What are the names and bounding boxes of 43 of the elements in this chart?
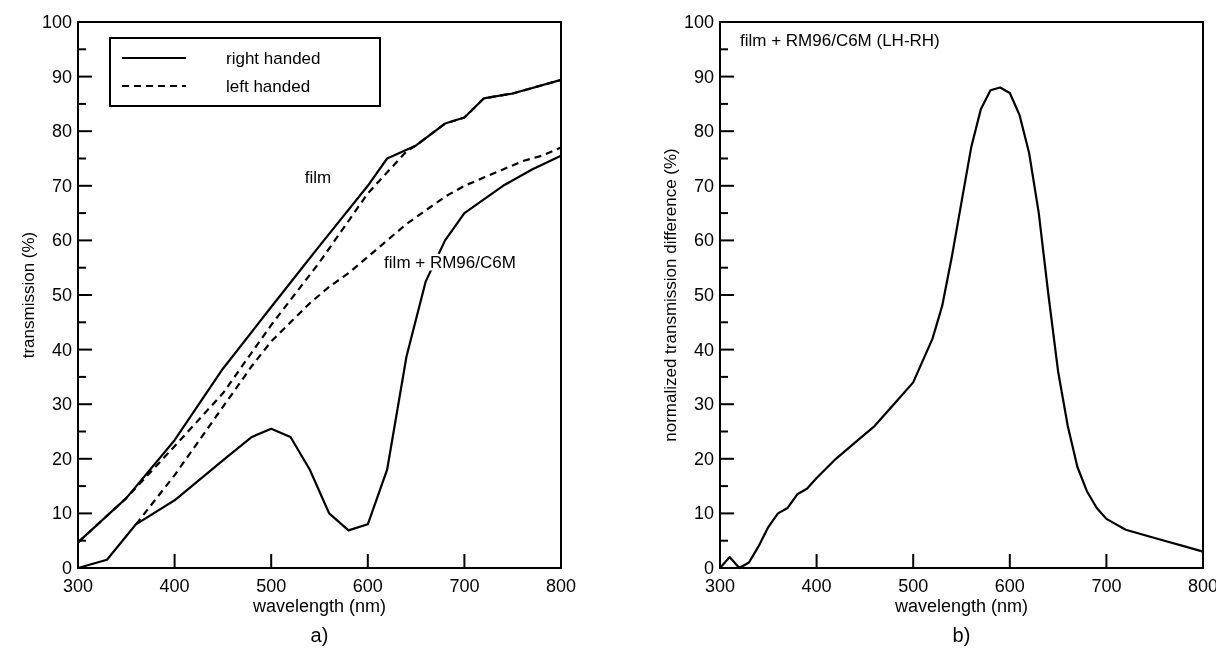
- y-tick-label: 30: [693, 394, 714, 415]
- y-tick-label: 80: [693, 121, 714, 142]
- y-axis-title: normalized transmission difference (%): [661, 148, 680, 442]
- y-tick-label: 40: [51, 339, 72, 360]
- annotation: film: [304, 168, 332, 187]
- y-tick-label: 20: [693, 448, 714, 469]
- x-tick-label: 300: [62, 576, 94, 596]
- y-tick-label: 60: [693, 230, 714, 251]
- x-tick-label: 400: [159, 576, 190, 596]
- y-tick-label: 50: [693, 285, 714, 305]
- x-tick-label: 600: [352, 576, 383, 596]
- x-tick-label: 400: [801, 576, 832, 596]
- x-tick-label: 500: [898, 576, 929, 596]
- x-tick-label: 500: [256, 576, 287, 596]
- x-tick-label: 800: [545, 576, 577, 596]
- y-tick-label: 100: [683, 12, 714, 32]
- y-tick-label: 10: [51, 503, 72, 524]
- y-tick-label: 20: [51, 448, 72, 469]
- y-tick-label: 90: [693, 66, 714, 87]
- x-tick-label: 600: [994, 576, 1025, 596]
- y-tick-label: 70: [51, 175, 72, 196]
- y-tick-label: 90: [51, 66, 72, 87]
- y-tick-label: 30: [51, 394, 72, 415]
- x-axis-title: wavelength (nm): [251, 596, 387, 616]
- text: a): [310, 624, 329, 646]
- y-tick-label: 50: [51, 285, 72, 305]
- legend-label: right handed: [226, 49, 321, 68]
- y-tick-label: 0: [703, 558, 714, 578]
- y-tick-label: 60: [51, 230, 72, 251]
- y-tick-label: 10: [693, 503, 714, 524]
- text: film + RM96/C6M (LH-RH): [740, 31, 940, 50]
- text: b): [952, 624, 971, 646]
- x-tick-label: 300: [704, 576, 736, 596]
- y-tick-label: 70: [693, 175, 714, 196]
- y-axis-title: transmission (%): [19, 231, 38, 359]
- x-tick-label: 700: [1091, 576, 1122, 596]
- y-tick-label: 0: [61, 558, 72, 578]
- y-tick-label: 40: [693, 339, 714, 360]
- y-tick-label: 80: [51, 121, 72, 142]
- x-tick-label: 700: [449, 576, 480, 596]
- x-axis-title: wavelength (nm): [893, 596, 1029, 616]
- legend-label: left handed: [226, 77, 311, 96]
- y-tick-label: 100: [41, 12, 72, 32]
